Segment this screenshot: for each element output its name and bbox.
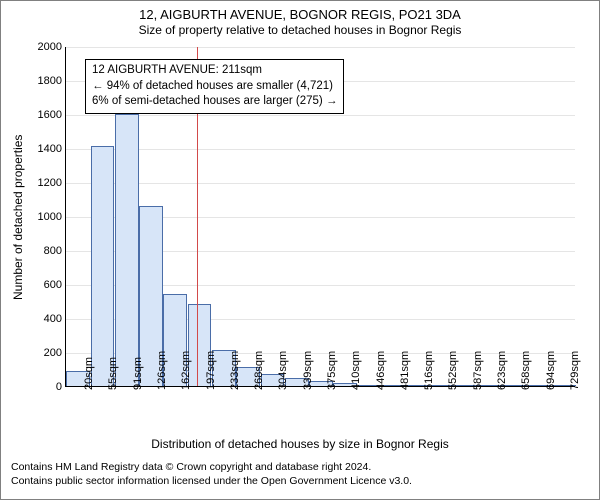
- y-tick-label: 1000: [38, 211, 62, 223]
- histogram-bar: [91, 146, 115, 386]
- x-tick-label: 304sqm: [277, 351, 289, 390]
- title-sub: Size of property relative to detached ho…: [1, 23, 599, 38]
- x-tick-label: 126sqm: [156, 351, 168, 390]
- x-tick-label: 233sqm: [229, 351, 241, 390]
- x-tick-label: 339sqm: [302, 351, 314, 390]
- x-tick-label: 410sqm: [350, 351, 362, 390]
- y-tick-label: 0: [56, 381, 62, 393]
- y-tick-label: 600: [44, 279, 62, 291]
- footer-line: Contains HM Land Registry data © Crown c…: [11, 461, 589, 475]
- y-tick-label: 400: [44, 313, 62, 325]
- y-tick-label: 1200: [38, 177, 62, 189]
- x-tick-label: 162sqm: [180, 351, 192, 390]
- annotation-line: ← 94% of detached houses are smaller (4,…: [92, 79, 337, 95]
- annotation-line: 12 AIGBURTH AVENUE: 211sqm: [92, 63, 337, 79]
- x-tick-label: 694sqm: [545, 351, 557, 390]
- gridline: [66, 47, 575, 48]
- gridline: [66, 183, 575, 184]
- title-main: 12, AIGBURTH AVENUE, BOGNOR REGIS, PO21 …: [1, 7, 599, 23]
- y-tick-label: 1400: [38, 143, 62, 155]
- y-tick-label: 800: [44, 245, 62, 257]
- annotation-box: 12 AIGBURTH AVENUE: 211sqm ← 94% of deta…: [85, 59, 344, 114]
- y-tick-label: 1600: [38, 109, 62, 121]
- x-tick-label: 623sqm: [496, 351, 508, 390]
- x-tick-label: 516sqm: [423, 351, 435, 390]
- x-tick-label: 552sqm: [447, 351, 459, 390]
- x-tick-label: 587sqm: [472, 351, 484, 390]
- titles: 12, AIGBURTH AVENUE, BOGNOR REGIS, PO21 …: [1, 7, 599, 38]
- x-tick-label: 375sqm: [326, 351, 338, 390]
- footer-attribution: Contains HM Land Registry data © Crown c…: [11, 461, 589, 488]
- x-tick-label: 20sqm: [83, 357, 95, 390]
- x-tick-label: 197sqm: [205, 351, 217, 390]
- y-tick-label: 200: [44, 347, 62, 359]
- x-axis-label: Distribution of detached houses by size …: [1, 437, 599, 451]
- x-tick-label: 268sqm: [253, 351, 265, 390]
- histogram-bar: [115, 114, 139, 386]
- x-tick-label: 91sqm: [132, 357, 144, 390]
- x-tick-label: 481sqm: [399, 351, 411, 390]
- gridline: [66, 115, 575, 116]
- footer-line: Contains public sector information licen…: [11, 475, 589, 489]
- x-tick-label: 658sqm: [520, 351, 532, 390]
- annotation-line: 6% of semi-detached houses are larger (2…: [92, 94, 337, 110]
- chart-container: 12, AIGBURTH AVENUE, BOGNOR REGIS, PO21 …: [0, 0, 600, 500]
- gridline: [66, 149, 575, 150]
- y-tick-label: 1800: [38, 75, 62, 87]
- x-tick-label: 729sqm: [569, 351, 581, 390]
- y-tick-label: 2000: [38, 41, 62, 53]
- y-axis-label: Number of detached properties: [11, 135, 25, 300]
- x-tick-label: 55sqm: [107, 357, 119, 390]
- x-tick-label: 446sqm: [375, 351, 387, 390]
